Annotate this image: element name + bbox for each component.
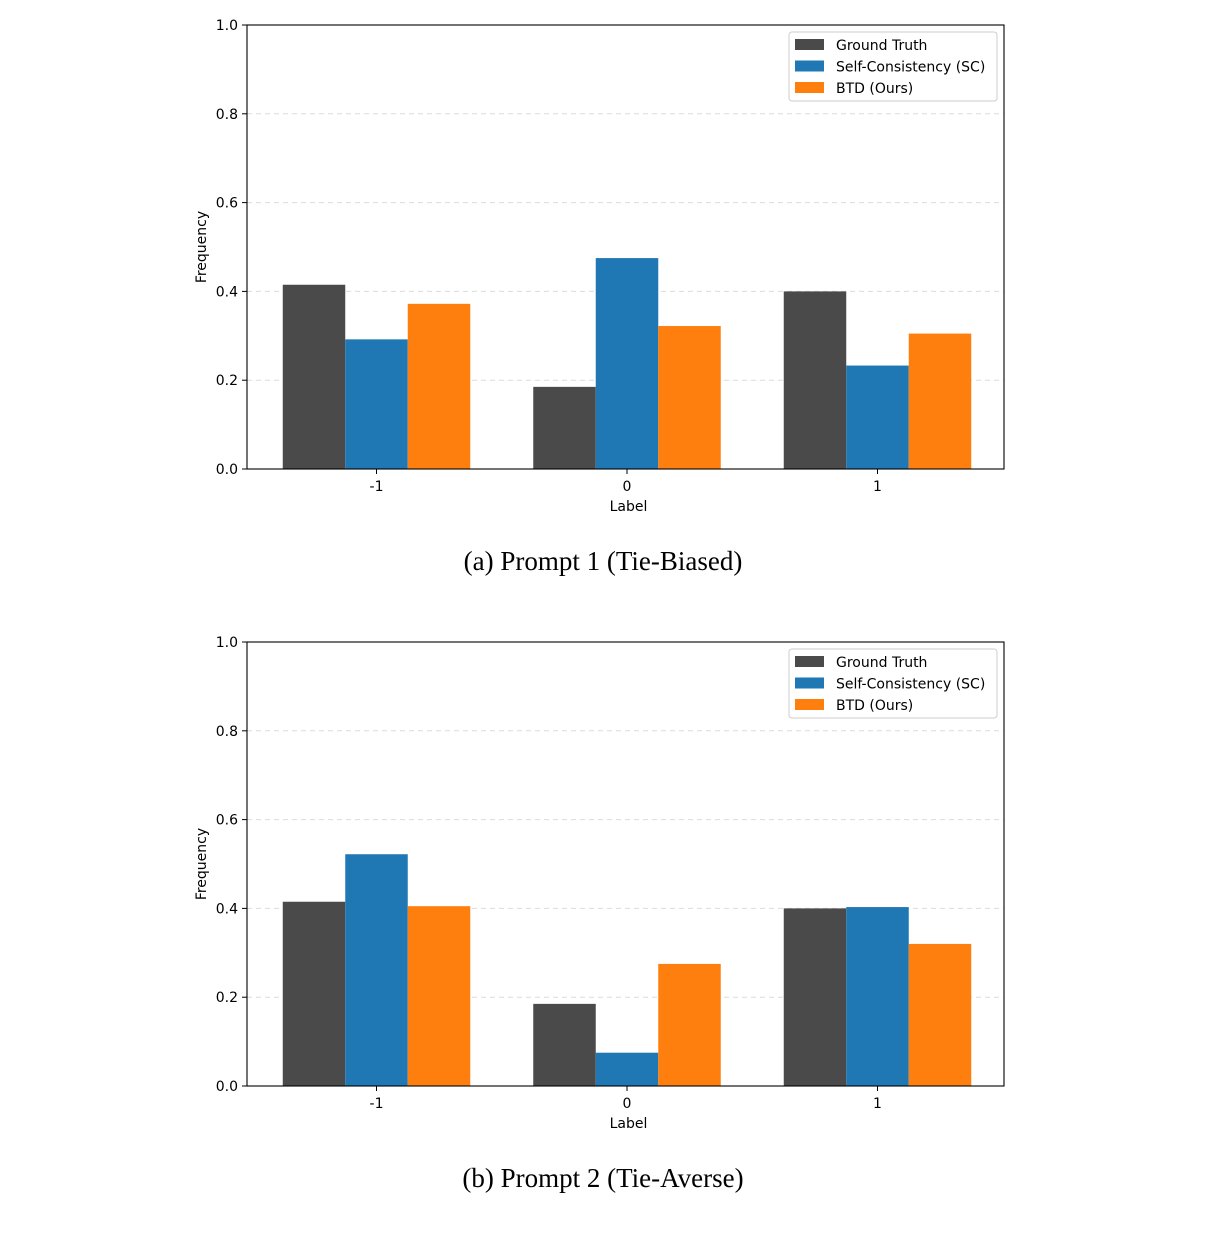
bar-btd-ours--0 <box>658 326 721 469</box>
legend-swatch <box>795 656 824 667</box>
plot-frame <box>246 24 1005 470</box>
y-tick-label: 0.2 <box>216 373 238 389</box>
bar-self-consistency-sc--0 <box>595 258 659 469</box>
bar-ground-truth-1 <box>783 908 847 1086</box>
bar-ground-truth-1 <box>783 291 847 469</box>
y-tick-label: 0.4 <box>216 284 238 300</box>
bar-self-consistency-sc---1 <box>345 854 408 1086</box>
x-tick-label: 0 <box>623 479 632 495</box>
x-tick-label: 1 <box>873 1096 882 1112</box>
legend-swatch <box>795 60 824 72</box>
y-tick-label: 1.0 <box>216 635 238 651</box>
legend-box <box>788 648 998 719</box>
bar-self-consistency-sc---1 <box>345 339 408 469</box>
bar-chart-prompt-2: 0.0 0.2 0.4 0.6 0.8 1.0 -1 0 1 Label Frequency Grou… <box>194 635 1005 1132</box>
y-tick-label: 0.8 <box>216 107 238 123</box>
y-tick-label: 0.2 <box>216 990 238 1006</box>
legend-label: BTD (Ours) <box>836 698 913 714</box>
bar-ground-truth--1 <box>282 901 346 1086</box>
y-tick-label: 0.4 <box>216 901 238 917</box>
y-tick-label: 0.0 <box>216 1079 238 1095</box>
bar-btd-ours---1 <box>407 303 471 469</box>
x-tick-label: 0 <box>623 1096 632 1112</box>
plot-frame <box>246 641 1005 1087</box>
legend-swatch <box>795 39 824 50</box>
y-tick-label: 1.0 <box>216 18 238 34</box>
bar-self-consistency-sc--0 <box>595 1052 659 1086</box>
x-tick-label: 1 <box>873 479 882 495</box>
legend-label: BTD (Ours) <box>836 81 913 97</box>
y-tick-label: 0.6 <box>216 813 238 829</box>
bar-self-consistency-sc--1 <box>846 365 909 469</box>
figure-caption-b: (b) Prompt 2 (Tie-Averse) <box>462 1163 744 1193</box>
bar-ground-truth-0 <box>533 386 596 469</box>
x-axis-label: Label <box>610 499 648 515</box>
figure-caption-a: (a) Prompt 1 (Tie-Biased) <box>463 546 743 576</box>
bar-btd-ours--1 <box>908 333 972 469</box>
y-tick-label: 0.8 <box>216 724 238 740</box>
bar-self-consistency-sc--1 <box>846 907 909 1086</box>
legend-label: Self-Consistency (SC) <box>836 60 985 76</box>
legend-label: Ground Truth <box>836 38 927 54</box>
y-tick-label: 0.0 <box>216 462 238 478</box>
legend-box <box>788 31 998 102</box>
x-axis-label: Label <box>610 1116 648 1132</box>
x-tick-label: -1 <box>370 1096 384 1112</box>
bar-btd-ours--0 <box>658 963 721 1086</box>
chart-panel-b: 0.0 0.2 0.4 0.6 0.8 1.0 -1 0 1 Label Frequency Grou… <box>0 617 1206 1234</box>
bar-ground-truth--1 <box>282 284 346 469</box>
legend-swatch <box>795 699 824 710</box>
legend-swatch <box>795 82 824 93</box>
legend: Ground Truth Self-Consistency (SC) BTD (Ou… <box>788 648 998 719</box>
x-tick-label: -1 <box>370 479 384 495</box>
bar-chart-prompt-1: 0.0 0.2 0.4 0.6 0.8 1.0 -1 0 1 Label Frequency Grou… <box>194 18 1005 515</box>
y-axis-label: Frequency <box>194 828 210 900</box>
bar-btd-ours---1 <box>407 906 471 1086</box>
chart-panel-a: 0.0 0.2 0.4 0.6 0.8 1.0 -1 0 1 Label Frequency Grou… <box>0 0 1206 617</box>
legend-swatch <box>795 677 824 689</box>
bar-ground-truth-0 <box>533 1003 596 1086</box>
legend-label: Ground Truth <box>836 655 927 671</box>
y-axis-label: Frequency <box>194 211 210 283</box>
y-tick-label: 0.6 <box>216 196 238 212</box>
legend-label: Self-Consistency (SC) <box>836 677 985 693</box>
legend: Ground Truth Self-Consistency (SC) BTD (Ou… <box>788 31 998 102</box>
bar-btd-ours--1 <box>908 943 972 1086</box>
